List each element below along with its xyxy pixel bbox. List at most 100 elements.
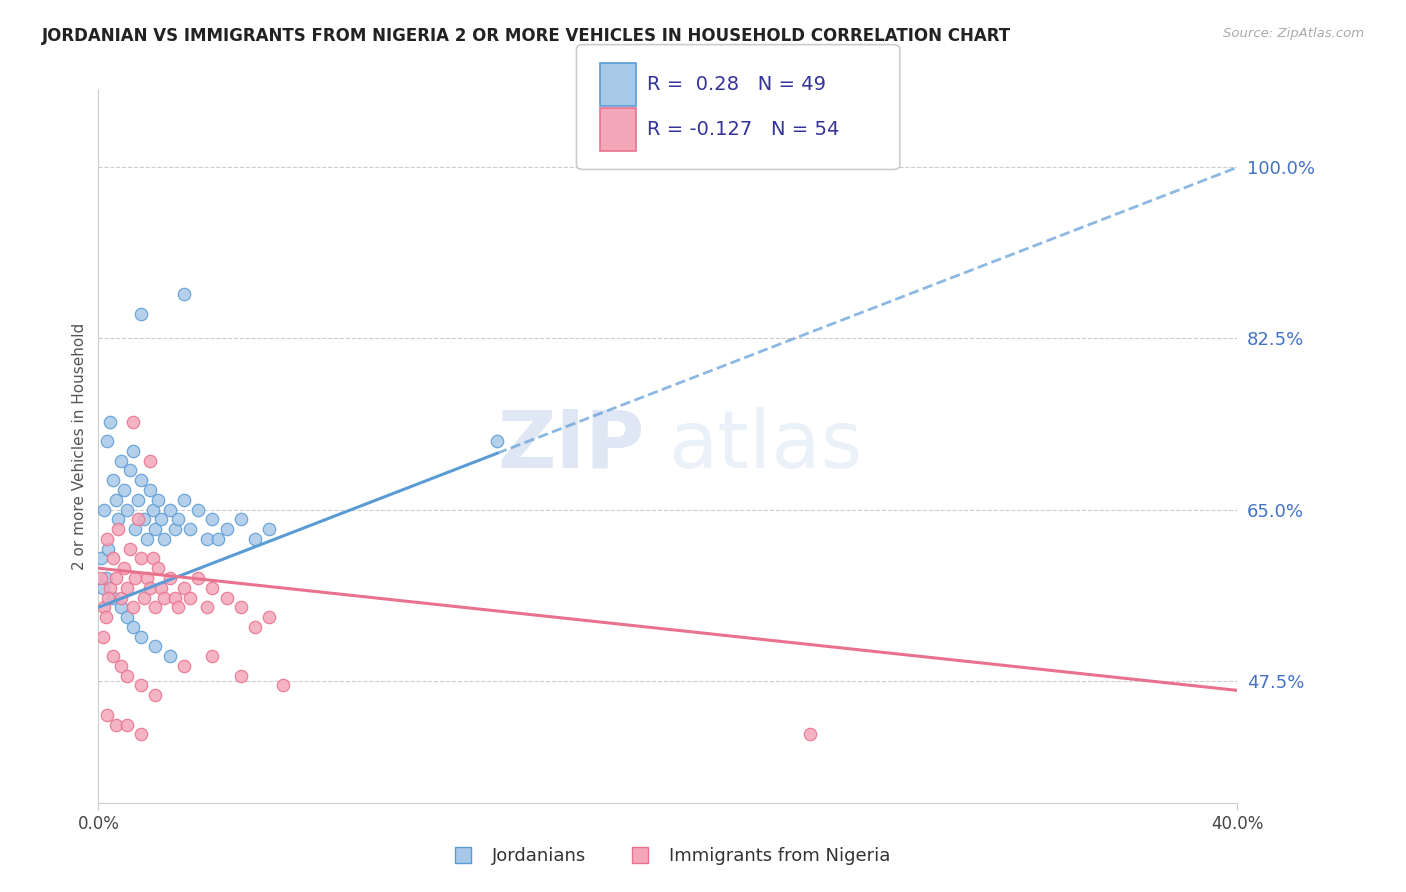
Point bbox=[90, 551, 112, 566]
Point bbox=[101, 551, 124, 566]
Point bbox=[129, 630, 152, 644]
Point bbox=[110, 659, 132, 673]
Point bbox=[138, 581, 160, 595]
Text: JORDANIAN VS IMMIGRANTS FROM NIGERIA 2 OR MORE VEHICLES IN HOUSEHOLD CORRELATION: JORDANIAN VS IMMIGRANTS FROM NIGERIA 2 O… bbox=[42, 27, 1011, 45]
Point bbox=[104, 717, 127, 731]
Point bbox=[215, 522, 238, 536]
Point bbox=[159, 649, 181, 664]
Point bbox=[118, 463, 141, 477]
Point bbox=[201, 512, 224, 526]
Point bbox=[121, 443, 143, 458]
Point bbox=[165, 591, 187, 605]
Point bbox=[132, 512, 155, 526]
Point bbox=[259, 610, 281, 624]
Point bbox=[159, 571, 181, 585]
Point bbox=[91, 581, 114, 595]
Point bbox=[243, 620, 266, 634]
Point bbox=[124, 522, 146, 536]
Text: R =  0.28   N = 49: R = 0.28 N = 49 bbox=[647, 75, 825, 95]
Point bbox=[129, 727, 152, 741]
Point bbox=[129, 551, 152, 566]
Point bbox=[273, 678, 295, 692]
Point bbox=[101, 591, 124, 605]
Point bbox=[159, 502, 181, 516]
Point bbox=[165, 522, 187, 536]
Point bbox=[96, 434, 118, 449]
Point bbox=[129, 307, 152, 321]
Point bbox=[110, 600, 132, 615]
Point bbox=[115, 669, 138, 683]
Point bbox=[124, 571, 146, 585]
Point bbox=[135, 571, 157, 585]
Point bbox=[195, 532, 218, 546]
Point bbox=[138, 483, 160, 497]
Point bbox=[799, 727, 821, 741]
Point bbox=[115, 581, 138, 595]
Point bbox=[94, 571, 117, 585]
Point bbox=[118, 541, 141, 556]
Point bbox=[93, 502, 115, 516]
Text: Source: ZipAtlas.com: Source: ZipAtlas.com bbox=[1223, 27, 1364, 40]
Point bbox=[129, 473, 152, 487]
Point bbox=[141, 551, 163, 566]
Point bbox=[215, 591, 238, 605]
Point bbox=[167, 600, 190, 615]
Point bbox=[121, 620, 143, 634]
Point bbox=[187, 502, 209, 516]
Point bbox=[94, 610, 117, 624]
Point bbox=[110, 591, 132, 605]
Point bbox=[195, 600, 218, 615]
Point bbox=[173, 659, 195, 673]
Point bbox=[243, 532, 266, 546]
Point bbox=[132, 591, 155, 605]
Point bbox=[167, 512, 190, 526]
Point bbox=[229, 669, 252, 683]
Point bbox=[173, 581, 195, 595]
Text: atlas: atlas bbox=[668, 407, 862, 485]
Point bbox=[153, 591, 176, 605]
Point bbox=[115, 610, 138, 624]
Point bbox=[129, 678, 152, 692]
Point bbox=[207, 532, 229, 546]
Point bbox=[179, 591, 201, 605]
Point bbox=[141, 502, 163, 516]
Text: ZIP: ZIP bbox=[498, 407, 645, 485]
Point bbox=[90, 571, 112, 585]
Text: R = -0.127   N = 54: R = -0.127 N = 54 bbox=[647, 120, 839, 139]
Point bbox=[135, 532, 157, 546]
Point bbox=[97, 541, 120, 556]
Point bbox=[179, 522, 201, 536]
Point bbox=[229, 600, 252, 615]
Point bbox=[187, 571, 209, 585]
Point bbox=[107, 512, 129, 526]
Point bbox=[145, 522, 167, 536]
Point bbox=[148, 492, 170, 507]
Point bbox=[115, 717, 138, 731]
Point bbox=[173, 287, 195, 301]
Point bbox=[173, 492, 195, 507]
Point bbox=[145, 640, 167, 654]
Point bbox=[201, 581, 224, 595]
Point bbox=[107, 522, 129, 536]
Point bbox=[101, 649, 124, 664]
Point bbox=[112, 561, 135, 575]
Point bbox=[96, 707, 118, 722]
Point bbox=[201, 649, 224, 664]
Point bbox=[259, 522, 281, 536]
Point bbox=[115, 502, 138, 516]
Point bbox=[150, 512, 173, 526]
Point bbox=[96, 532, 118, 546]
Point bbox=[104, 571, 127, 585]
Point bbox=[121, 415, 143, 429]
Point bbox=[145, 600, 167, 615]
Point bbox=[127, 492, 149, 507]
Point bbox=[104, 492, 127, 507]
Y-axis label: 2 or more Vehicles in Household: 2 or more Vehicles in Household bbox=[72, 322, 87, 570]
Point bbox=[138, 453, 160, 467]
Point bbox=[97, 591, 120, 605]
Point bbox=[148, 561, 170, 575]
Point bbox=[121, 600, 143, 615]
Point bbox=[98, 581, 121, 595]
Point bbox=[110, 453, 132, 467]
Point bbox=[145, 688, 167, 702]
